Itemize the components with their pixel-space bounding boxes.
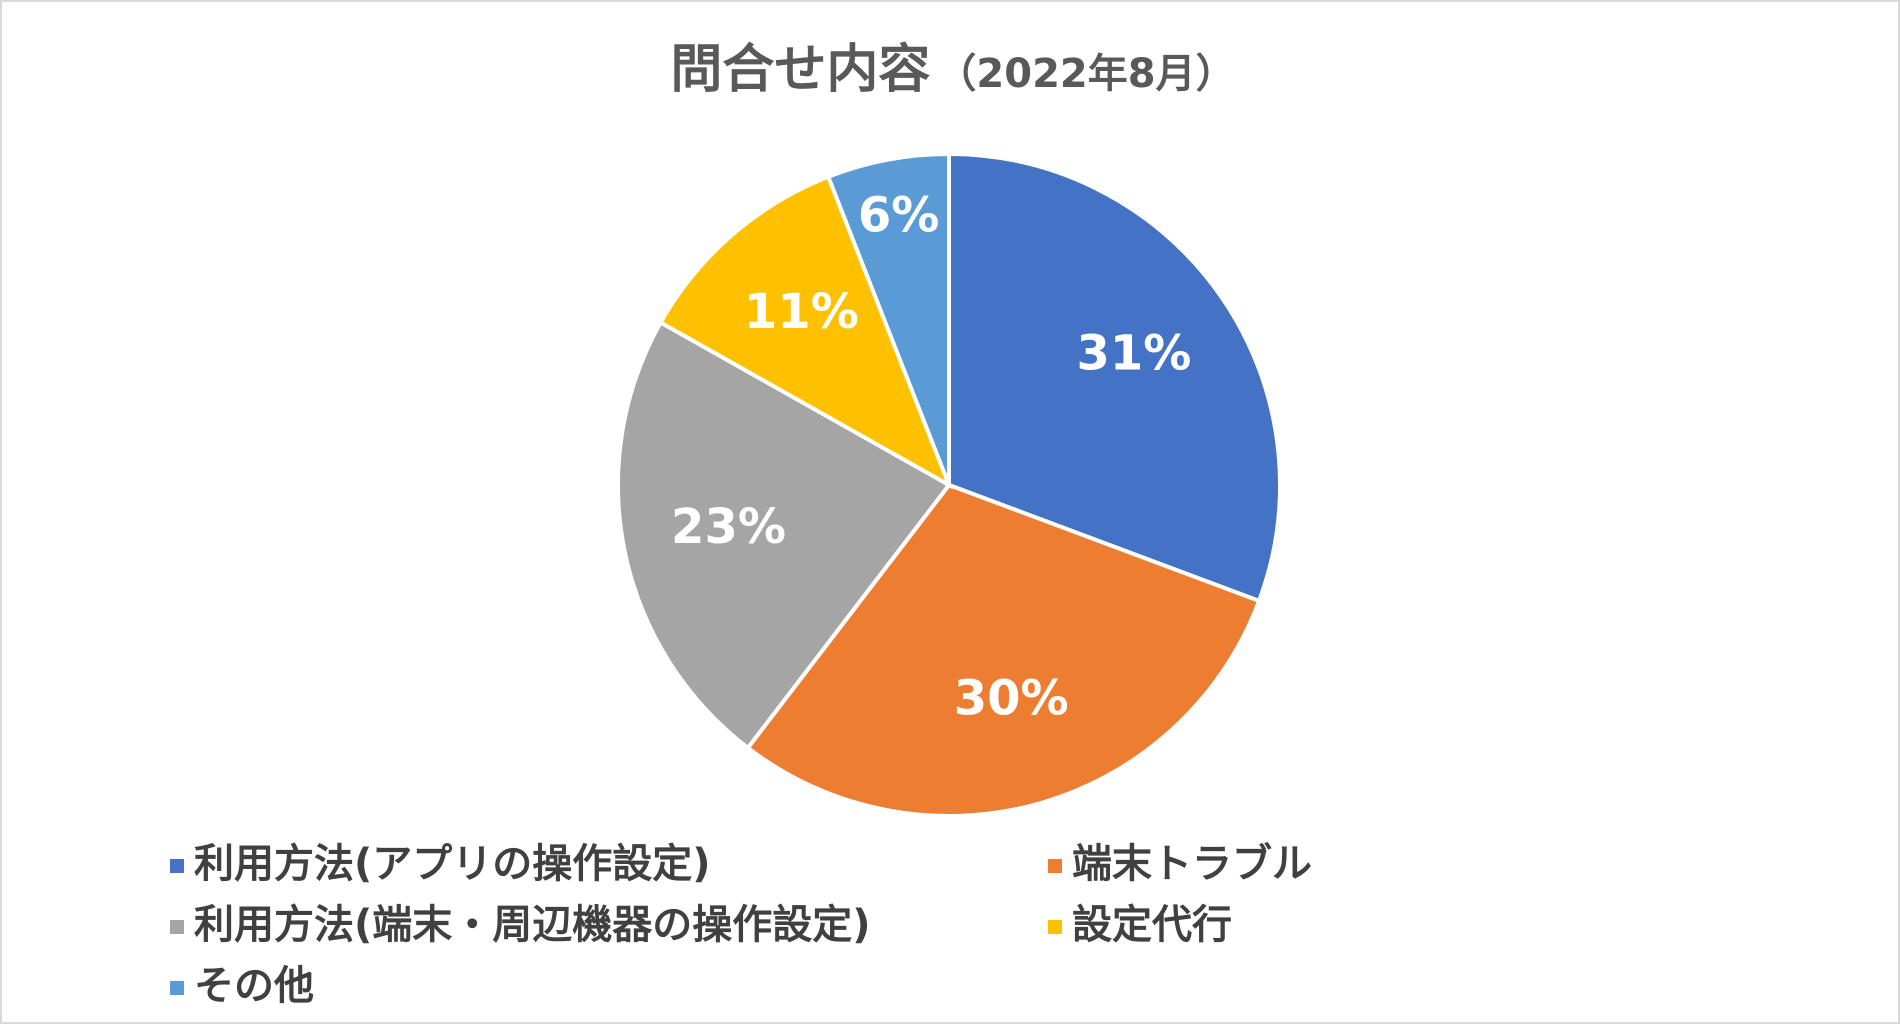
data-label: 30% (954, 670, 1069, 726)
legend-marker (170, 920, 184, 934)
chart-title: 問合せ内容 (670, 40, 930, 100)
legend-label: 端末トラブル (1072, 841, 1312, 887)
legend-label: 利用方法(端末・周辺機器の操作設定) (194, 902, 871, 948)
pie-slice (947, 151, 1283, 604)
pie-slice (825, 151, 951, 486)
chart-subtitle: （2022年8月） (936, 51, 1235, 97)
legend-marker (1048, 920, 1062, 934)
legend-marker (1048, 859, 1062, 873)
pie-slice (745, 482, 1262, 818)
data-label: 6% (858, 187, 940, 243)
legend-label: 設定代行 (1072, 902, 1232, 948)
legend-marker (170, 859, 184, 873)
legend-marker (170, 981, 184, 995)
legend-label: その他 (194, 963, 314, 1009)
pie-slice (657, 174, 953, 490)
pie-slice (616, 319, 952, 751)
legend-label: 利用方法(アプリの操作設定) (194, 841, 711, 887)
data-label: 31% (1076, 326, 1191, 382)
data-label: 11% (744, 284, 859, 340)
data-label: 23% (671, 499, 786, 555)
